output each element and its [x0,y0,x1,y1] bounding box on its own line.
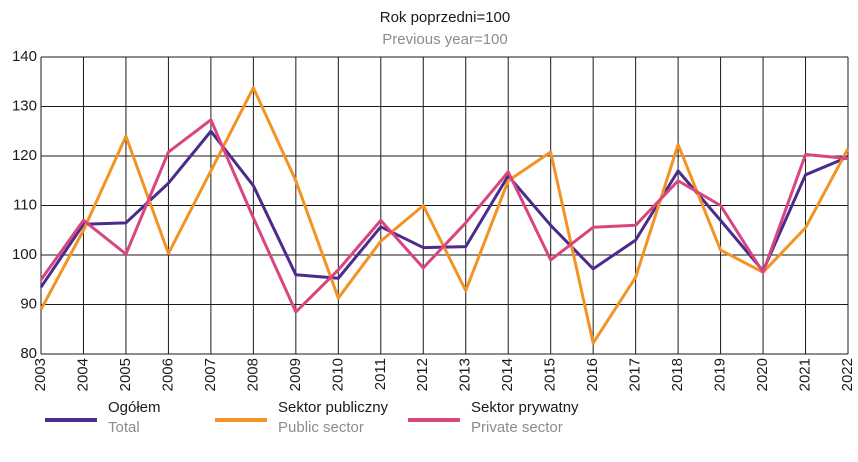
y-tick-label: 100 [12,246,37,263]
x-tick-label: 2005 [117,358,134,391]
series-line [39,118,849,314]
series-line [39,86,850,345]
x-tick-label: 2022 [839,358,856,391]
x-tick-label: 2009 [287,358,304,391]
x-tick-label: 2018 [669,358,686,391]
y-tick-label: 80 [20,345,37,362]
x-tick-label: 2007 [202,358,219,391]
x-tick-label: 2017 [627,358,644,391]
y-tick-label: 90 [20,295,37,312]
series-line [39,129,849,289]
x-tick-label: 2010 [329,358,346,391]
legend-label-en: Total [108,419,140,436]
legend-label: Sektor prywatny [471,399,579,416]
x-tick-label: 2011 [372,358,389,390]
legend-label-en: Public sector [278,419,364,436]
legend-label: Ogółem [108,399,161,416]
x-tick-label: 2020 [754,358,771,391]
chart-title: Rok poprzedni=100 [380,9,511,26]
x-tick-label: 2006 [159,358,176,391]
legend-label: Sektor publiczny [278,399,389,416]
y-tick-label: 120 [12,147,37,164]
x-tick-label: 2003 [32,358,49,391]
x-tick-label: 2008 [244,358,261,391]
x-tick-label: 2012 [414,358,431,391]
x-tick-label: 2021 [796,358,813,391]
y-tick-label: 140 [12,48,37,65]
x-tick-label: 2019 [712,358,729,391]
x-tick-label: 2004 [74,358,91,391]
y-tick-label: 130 [12,97,37,114]
y-tick-label: 110 [13,196,37,213]
x-tick-label: 2013 [457,358,474,391]
x-tick-label: 2016 [584,358,601,391]
chart-subtitle: Previous year=100 [382,31,508,48]
x-tick-label: 2014 [499,358,516,391]
x-tick-label: 2015 [542,358,559,391]
legend-label-en: Private sector [471,419,563,436]
